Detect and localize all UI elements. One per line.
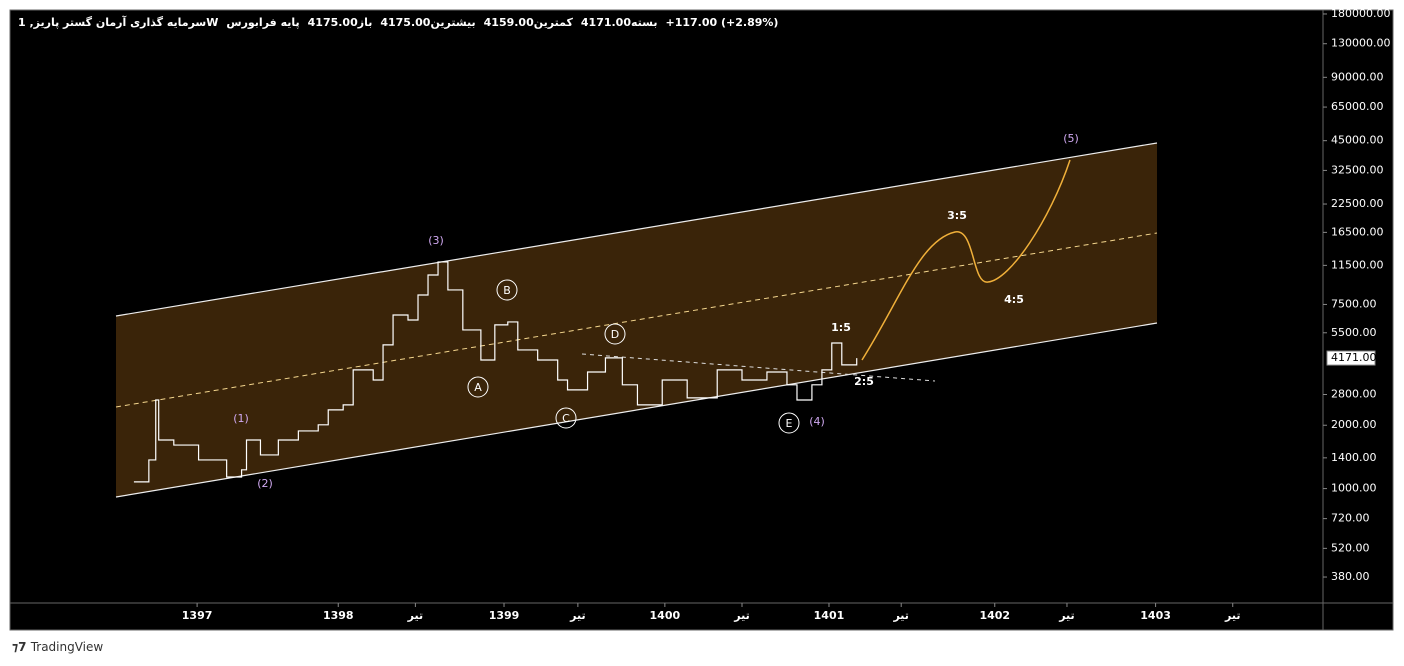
projection (861, 159, 1071, 361)
x-tick-label: 1402 (979, 609, 1010, 622)
y-tick-label: 180000.00 (1331, 7, 1391, 20)
wave-label: B (503, 284, 511, 297)
x-tick-label: تیر (892, 609, 908, 622)
field-value: 4159.00 (483, 16, 534, 29)
wave-circle (604, 323, 626, 345)
field-value: 4175.00 (307, 16, 358, 29)
wave-label: 3:5 (947, 209, 967, 222)
wave-label: E (786, 417, 793, 430)
y-tick-label: 22500.00 (1331, 197, 1384, 210)
field-value: 4175.00 (380, 16, 431, 29)
ohlc-field: 4175.00باز (308, 16, 373, 29)
market: پایه فرابورس (226, 16, 300, 29)
field-label: بیشترین (430, 16, 476, 29)
y-tick-label: 2800.00 (1331, 387, 1377, 400)
change: +117.00 (+2.89%) (665, 16, 779, 29)
x-tick-label: تیر (407, 609, 423, 622)
field-value: 4171.00 (580, 16, 631, 29)
y-tick-label: 130000.00 (1331, 37, 1391, 50)
y-tick-label: 7500.00 (1331, 297, 1377, 310)
header: سرمایه گذاری آرمان گستر پاریز, 1W پایه ف… (18, 16, 778, 29)
y-tick-label: 65000.00 (1331, 100, 1384, 113)
y-tick-label: 45000.00 (1331, 134, 1384, 147)
logo: ⁊7 (12, 640, 31, 654)
channel-lower (115, 322, 1158, 498)
field-label: بسته (631, 16, 658, 29)
wave-label: 1:5 (831, 321, 851, 334)
channel-fill (116, 143, 1157, 497)
wave-label: (2) (257, 477, 273, 490)
y-tick-label: 5500.00 (1331, 326, 1377, 339)
field-label: کمترین (533, 16, 573, 29)
wave-label: (3) (428, 234, 444, 247)
trend-line (581, 353, 936, 382)
ohlc-field: 4159.00کمترین (484, 16, 573, 29)
wave-label: 2:5 (854, 375, 874, 388)
y-tick-label: 380.00 (1331, 570, 1370, 583)
wave-label: (4) (809, 415, 825, 428)
y-tick-label: 720.00 (1331, 512, 1370, 525)
wave-circle (467, 376, 489, 398)
field-label: باز (357, 16, 373, 29)
y-tick-label: 90000.00 (1331, 70, 1384, 83)
ohlc-field: 4171.00بسته (581, 16, 658, 29)
channel-mid (115, 232, 1158, 408)
x-tick-label: 1397 (182, 609, 213, 622)
wave-circle (496, 279, 518, 301)
last-price-box (1326, 350, 1376, 366)
ohlc-field: 4175.00بیشترین (380, 16, 475, 29)
wave-label: C (562, 412, 570, 425)
wave-label: (5) (1063, 132, 1079, 145)
footer: ⁊7 TradingView (12, 640, 103, 654)
y-tick-label: 16500.00 (1331, 225, 1384, 238)
y-tick-label: 32500.00 (1331, 163, 1384, 176)
wave-circle (778, 412, 800, 434)
wave-label: A (474, 381, 482, 394)
wave-circle (555, 407, 577, 429)
y-tick-label: 1400.00 (1331, 451, 1377, 464)
x-tick-label: تیر (1224, 609, 1240, 622)
x-tick-label: 1399 (489, 609, 520, 622)
wave-label: 4:5 (1004, 293, 1024, 306)
x-tick-label: تیر (569, 609, 585, 622)
wave-label: D (611, 328, 619, 341)
last-price-label: 4171.00 (1331, 351, 1377, 364)
channel-upper (115, 142, 1158, 317)
x-tick-label: تیر (733, 609, 749, 622)
x-tick-label: 1398 (323, 609, 354, 622)
x-tick-label: 1400 (650, 609, 681, 622)
chart: 180000.00 130000.00 90000.00 65000.00 45000.… (9, 7, 1394, 631)
y-tick-label: 2000.00 (1331, 418, 1377, 431)
y-tick-label: 520.00 (1331, 541, 1370, 554)
x-tick-label: 1403 (1140, 609, 1171, 622)
wave-label: (1) (233, 412, 249, 425)
price-line (133, 261, 858, 483)
y-tick-label: 11500.00 (1331, 258, 1384, 271)
brand: TradingView (30, 640, 104, 654)
symbol: سرمایه گذاری آرمان گستر پاریز, 1W (18, 16, 219, 29)
x-tick-label: تیر (1058, 609, 1074, 622)
x-tick-label: 1401 (814, 609, 845, 622)
y-tick-label: 1000.00 (1331, 482, 1377, 495)
